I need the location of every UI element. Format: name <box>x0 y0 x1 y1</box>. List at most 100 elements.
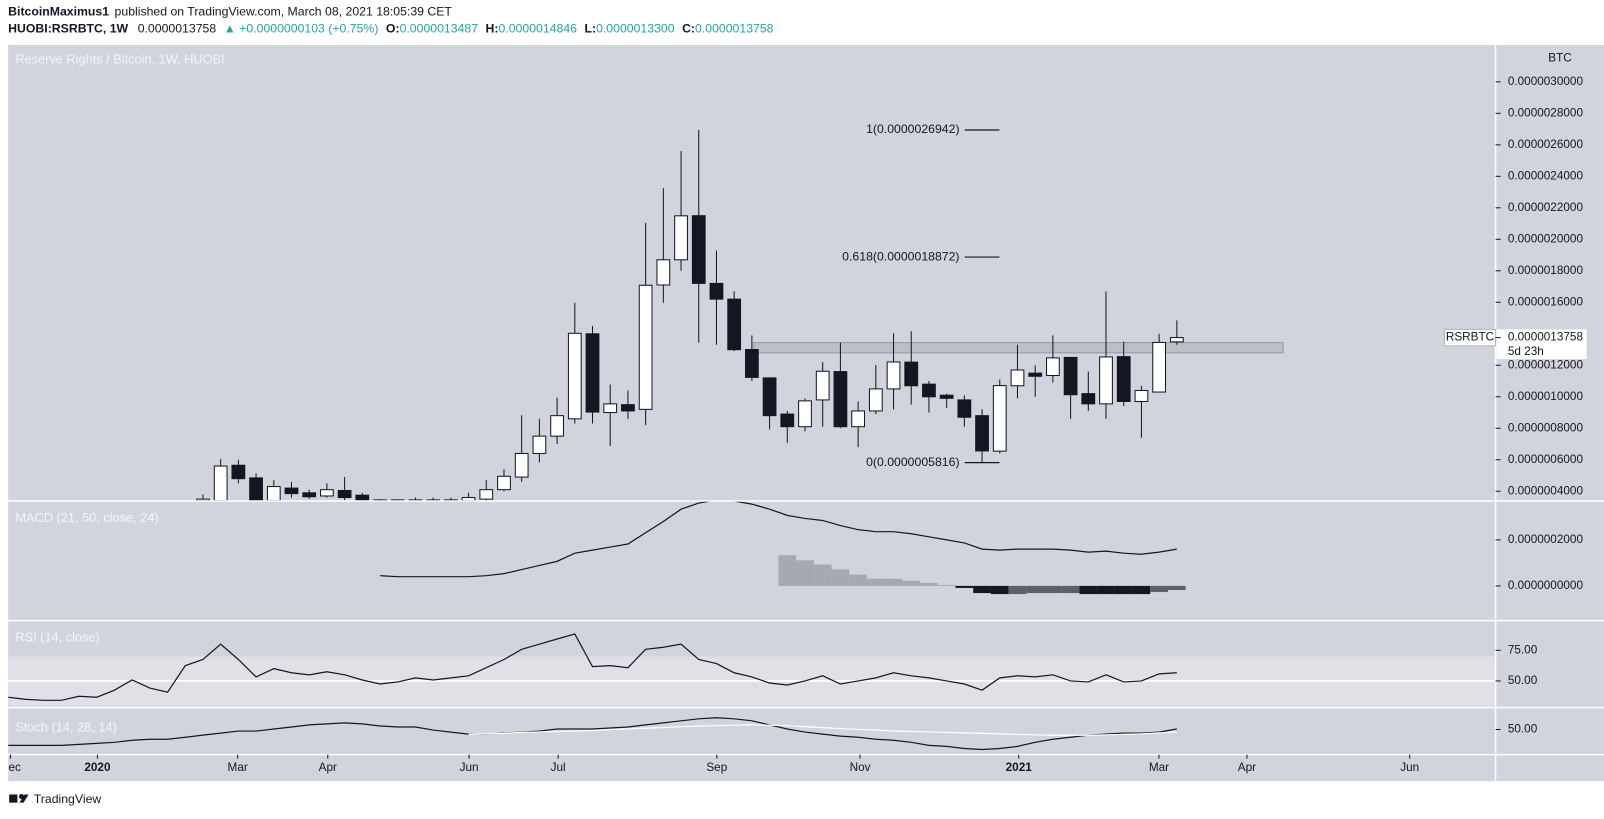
candle-body <box>1010 369 1025 387</box>
macd-histogram-bar <box>1079 585 1098 595</box>
y-tick-label: 0.0000030000 <box>1508 75 1584 88</box>
pane <box>379 501 1186 595</box>
pane <box>8 633 1496 706</box>
ohlc-label: O: <box>386 22 400 36</box>
candle-body <box>992 385 1007 452</box>
candle-body <box>727 298 742 351</box>
macd-histogram-bar <box>937 584 956 586</box>
y-tick-label: 0.0000016000 <box>1508 295 1584 308</box>
footer: TradingView <box>9 792 101 806</box>
x-tick-label: Mar <box>228 761 248 774</box>
candle-body <box>1081 393 1096 405</box>
candle-body <box>284 487 299 495</box>
publish-line: BitcoinMaximus1 published on TradingView… <box>8 5 452 19</box>
last-price: 0.0000013758 <box>138 22 217 36</box>
candle-body <box>851 410 866 428</box>
candle-body <box>266 486 281 502</box>
candle-body <box>320 489 334 497</box>
macd-histogram-bar <box>1026 585 1045 594</box>
candle-body <box>355 494 370 501</box>
y-tick-label: 50.00 <box>1508 723 1538 736</box>
ohlc-label: C: <box>682 22 695 36</box>
pane <box>8 717 1177 751</box>
y-tick-label: 0.0000024000 <box>1508 169 1584 182</box>
y-tick-label: 0.0000006000 <box>1508 453 1584 466</box>
pane-separators <box>8 44 1604 782</box>
candle-body <box>1028 372 1043 377</box>
macd-histogram-bar <box>796 560 814 586</box>
candle-body <box>975 415 989 452</box>
symbol: HUOBI:RSRBTC, 1W <box>8 22 128 36</box>
symbol-line: HUOBI:RSRBTC, 1W 0.0000013758 ▲ +0.00000… <box>8 22 773 36</box>
macd-histogram-bar <box>1150 585 1168 593</box>
ohlc-value: 0.0000013487 <box>400 22 479 36</box>
footer-brand: TradingView <box>34 792 102 806</box>
candle-body <box>939 394 954 399</box>
candle-body <box>886 361 901 390</box>
y-tick-label: 0.0000028000 <box>1508 106 1584 119</box>
y-tick-label: 0.0000004000 <box>1508 484 1584 497</box>
candle-body <box>798 400 812 428</box>
candle-body <box>1046 357 1060 377</box>
candle-body <box>302 492 317 498</box>
x-axis: Dec 2020 Mar Apr Jun Jul Sep Nov 2021 Mar Apr Jun <box>8 754 1419 774</box>
x-tick-label: Jun <box>1400 761 1419 774</box>
candle-body <box>550 415 564 437</box>
candle-body <box>744 349 759 378</box>
ohlc-value: 0.0000013758 <box>695 22 774 36</box>
macd-histogram-bar <box>1061 585 1080 594</box>
candle-body <box>957 399 972 418</box>
bar-countdown: 5d 23h <box>1508 345 1544 358</box>
fib-label: 0.618(0.0000018872) <box>842 249 959 263</box>
candle-body <box>1169 337 1184 343</box>
y-tick-label: 0.0000018000 <box>1508 264 1584 277</box>
indicator-line <box>379 501 1177 578</box>
ohlc-value: 0.0000014846 <box>499 22 578 36</box>
y-tick-label: 75.00 <box>1508 643 1538 656</box>
indicator-line <box>8 633 1177 701</box>
candle-body <box>691 215 706 284</box>
chart-layers <box>8 129 1496 751</box>
x-tick-label: Apr <box>1238 761 1256 774</box>
candle-body <box>904 361 919 387</box>
last-price-box <box>1496 329 1587 360</box>
candle-body <box>603 403 618 414</box>
candle-body <box>780 413 795 428</box>
candle-body <box>1152 341 1167 393</box>
candle-body <box>833 371 848 428</box>
candle-body <box>674 215 688 261</box>
overlay: Reserve Rights / Bitcoin, 1W, HUOBI 0.000… <box>8 51 1587 774</box>
macd-histogram-bar <box>955 585 974 588</box>
y-tick-label: 0.0000022000 <box>1508 201 1584 214</box>
macd-histogram-bar <box>1114 585 1133 595</box>
y-tick-label: 0.0000008000 <box>1508 421 1584 434</box>
candle-body <box>1116 356 1131 403</box>
ohlc-label: L: <box>585 22 597 36</box>
last-price-symbol: RSRBTC <box>1446 331 1495 344</box>
x-tick-label: Sep <box>706 761 727 774</box>
pane-title: Reserve Rights / Bitcoin, 1W, HUOBI <box>15 52 224 67</box>
x-tick-label: 2020 <box>84 761 111 774</box>
candle-body <box>585 333 600 413</box>
y-tick-label: 0.0000020000 <box>1508 232 1584 245</box>
macd-histogram-bar <box>1097 585 1115 595</box>
x-tick-label: Jul <box>551 761 566 774</box>
x-tick-label: Nov <box>850 761 871 774</box>
published-info: published on TradingView.com, March 08, … <box>115 5 453 19</box>
y-tick-label: 50.00 <box>1508 674 1538 687</box>
macd-histogram-bar <box>831 569 850 586</box>
candle-body <box>461 497 476 502</box>
macd-histogram-bar <box>1044 585 1062 594</box>
candle-body <box>1134 389 1149 403</box>
y-tick-label: 0.0000026000 <box>1508 138 1584 151</box>
x-tick-label: Apr <box>319 761 337 774</box>
logo-part <box>19 794 29 803</box>
candle-body <box>532 435 547 454</box>
y-tick-label: 0.0000002000 <box>1508 533 1584 546</box>
author: BitcoinMaximus1 <box>8 5 109 19</box>
indicator-line <box>468 724 1177 736</box>
macd-histogram-bar <box>1008 585 1027 595</box>
candle-body <box>656 259 671 286</box>
macd-histogram-bar <box>1132 585 1151 595</box>
